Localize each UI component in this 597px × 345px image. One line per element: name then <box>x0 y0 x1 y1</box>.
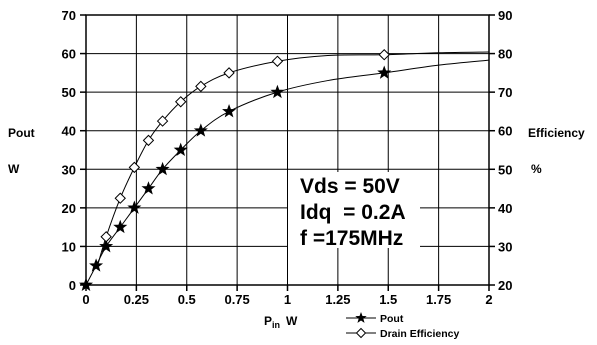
pout-point-marker <box>377 65 392 79</box>
efficiency-point-marker <box>174 96 187 108</box>
left-tick-label: 0 <box>69 278 76 293</box>
x-axis-label-main: P <box>264 314 272 328</box>
pout-point-marker <box>99 239 114 253</box>
x-tick-label: 1.5 <box>379 292 397 307</box>
legend-pout-star-marker <box>355 312 367 323</box>
left-tick-label: 40 <box>62 124 76 139</box>
pout-point-marker <box>270 84 285 99</box>
right-tick-label: 70 <box>498 85 512 100</box>
pout-point-marker <box>78 277 94 291</box>
annotation-freq: f =175MHz <box>300 227 403 250</box>
x-tick-label: 2 <box>485 292 492 307</box>
left-tick-label: 60 <box>62 47 76 62</box>
legend-diamond-icon <box>355 327 367 339</box>
efficiency-point-marker <box>195 80 207 93</box>
efficiency-point-marker <box>114 192 126 204</box>
y-left-unit: W <box>8 162 20 176</box>
x-tick-label: 0.5 <box>178 292 196 307</box>
x-tick-label: 1.25 <box>325 292 350 307</box>
efficiency-point-marker <box>156 115 169 127</box>
right-axis-ticks: 20 30 40 50 60 70 80 90 <box>489 8 512 293</box>
efficiency-point-marker <box>142 134 155 147</box>
right-tick-label: 30 <box>498 239 512 254</box>
pout-point-marker <box>141 181 156 195</box>
legend-eff-label: Drain Efficiency <box>380 328 460 340</box>
left-tick-label: 50 <box>62 85 76 100</box>
right-tick-label: 40 <box>498 201 512 216</box>
legend: Pout Drain Efficiency <box>346 312 460 340</box>
left-tick-label: 30 <box>62 162 76 177</box>
efficiency-point-marker <box>271 55 284 67</box>
legend-pout-label: Pout <box>380 313 404 325</box>
x-axis-label: Pin W <box>264 314 298 330</box>
pout-point-marker <box>113 219 128 234</box>
efficiency-point-marker <box>378 49 390 61</box>
x-tick-label: 0.75 <box>224 292 249 307</box>
right-tick-label: 90 <box>498 8 512 23</box>
chart-grid <box>85 14 490 286</box>
pout-point-marker <box>222 104 237 118</box>
right-tick-label: 60 <box>498 124 512 139</box>
x-tick-label: 0 <box>82 292 89 307</box>
pout-point-marker <box>155 161 170 176</box>
x-tick-label: 0.25 <box>124 292 149 307</box>
annotation-background <box>288 172 420 248</box>
x-axis-label-unit: W <box>286 314 298 328</box>
conditions-annotation: Vds = 50V Idq = 0.2A f =175MHz <box>288 172 420 250</box>
y-left-label: Pout <box>8 126 35 140</box>
efficiency-point-marker <box>128 161 141 174</box>
annotation-idq: Idq = 0.2A <box>300 201 406 224</box>
right-tick-label: 80 <box>498 47 512 62</box>
legend-eff-diamond-marker <box>355 327 367 339</box>
left-axis-ticks: 0 10 20 30 40 50 60 70 <box>62 8 86 293</box>
efficiency-point-marker <box>223 67 235 79</box>
pout-point-marker <box>89 258 104 272</box>
x-tick-label: 1.75 <box>426 292 451 307</box>
pout-point-marker <box>193 123 208 137</box>
left-tick-label: 70 <box>62 8 76 23</box>
efficiency-point-marker <box>100 231 112 243</box>
y-right-unit: % <box>531 162 542 176</box>
left-tick-label: 10 <box>62 239 76 254</box>
left-tick-label: 20 <box>62 201 76 216</box>
series-layer <box>78 49 490 291</box>
x-axis-label-sub: in <box>272 320 280 330</box>
legend-star-icon <box>355 312 367 323</box>
annotation-vds: Vds = 50V <box>300 175 400 198</box>
x-tick-label: 1 <box>284 292 291 307</box>
x-axis-ticks: 0 0.25 0.5 0.75 1 1.25 1.5 1.75 2 <box>82 285 493 307</box>
y-right-label: Efficiency <box>528 126 585 140</box>
pout-point-marker <box>173 142 188 156</box>
pout-point-marker <box>127 200 142 214</box>
right-tick-label: 20 <box>498 278 512 293</box>
right-tick-label: 50 <box>498 162 512 177</box>
